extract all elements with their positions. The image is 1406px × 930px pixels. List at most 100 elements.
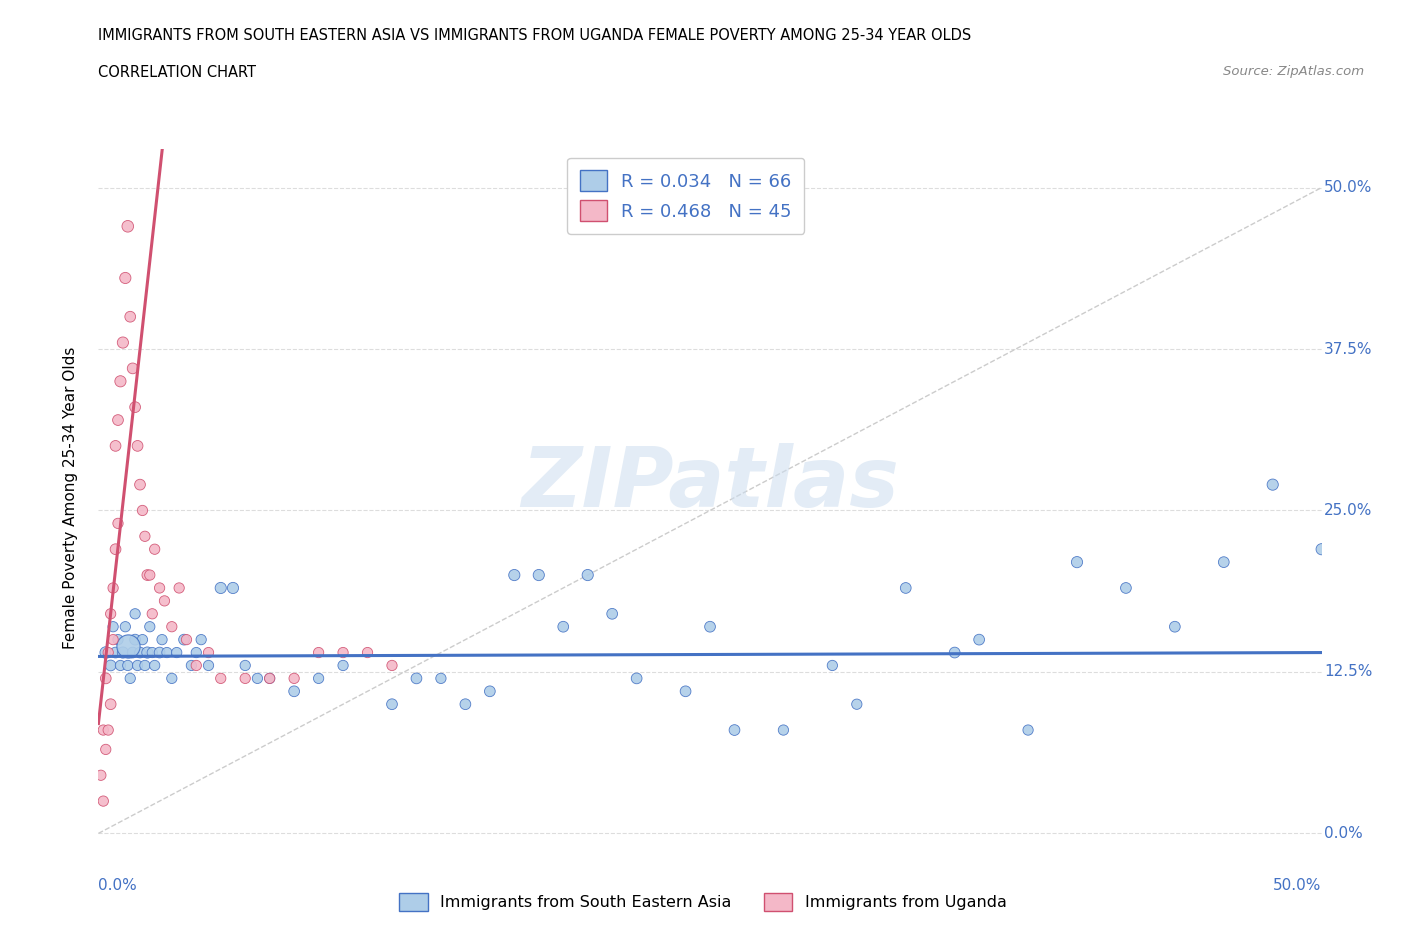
Text: ZIPatlas: ZIPatlas xyxy=(522,443,898,525)
Point xyxy=(117,219,139,233)
Point xyxy=(141,606,163,621)
Point xyxy=(129,645,152,660)
Point xyxy=(104,438,127,453)
Text: 25.0%: 25.0% xyxy=(1324,503,1372,518)
Point xyxy=(156,645,179,660)
Point xyxy=(90,768,112,783)
Text: 50.0%: 50.0% xyxy=(1274,878,1322,893)
Point xyxy=(308,671,330,685)
Point xyxy=(91,793,114,808)
Point xyxy=(117,639,139,654)
Point xyxy=(527,567,550,582)
Point xyxy=(160,619,183,634)
Point xyxy=(141,645,163,660)
Point xyxy=(381,658,404,673)
Point xyxy=(1164,619,1187,634)
Point xyxy=(197,658,219,673)
Point xyxy=(136,645,159,660)
Point xyxy=(259,671,281,685)
Point xyxy=(821,658,844,673)
Point xyxy=(160,671,183,685)
Text: 0.0%: 0.0% xyxy=(98,878,138,893)
Point xyxy=(114,619,136,634)
Point xyxy=(332,658,354,673)
Point xyxy=(110,374,132,389)
Point xyxy=(430,671,453,685)
Point xyxy=(356,645,378,660)
Point xyxy=(332,645,354,660)
Point xyxy=(121,645,143,660)
Point xyxy=(100,697,122,711)
Point xyxy=(91,723,114,737)
Point xyxy=(180,658,202,673)
Point xyxy=(94,645,117,660)
Text: 37.5%: 37.5% xyxy=(1324,341,1372,356)
Point xyxy=(845,697,868,711)
Point xyxy=(190,632,212,647)
Point xyxy=(134,529,156,544)
Point xyxy=(675,684,697,698)
Point xyxy=(94,742,117,757)
Point xyxy=(107,632,129,647)
Point xyxy=(134,658,156,673)
Text: CORRELATION CHART: CORRELATION CHART xyxy=(98,65,256,80)
Point xyxy=(283,684,305,698)
Text: 0.0%: 0.0% xyxy=(1324,826,1362,841)
Point xyxy=(209,580,232,595)
Point xyxy=(967,632,990,647)
Point xyxy=(94,671,117,685)
Point xyxy=(100,658,122,673)
Legend: Immigrants from South Eastern Asia, Immigrants from Uganda: Immigrants from South Eastern Asia, Immi… xyxy=(392,886,1014,917)
Point xyxy=(209,671,232,685)
Point xyxy=(478,684,501,698)
Point xyxy=(772,723,794,737)
Text: 50.0%: 50.0% xyxy=(1324,180,1372,195)
Text: IMMIGRANTS FROM SOUTH EASTERN ASIA VS IMMIGRANTS FROM UGANDA FEMALE POVERTY AMON: IMMIGRANTS FROM SOUTH EASTERN ASIA VS IM… xyxy=(98,28,972,43)
Point xyxy=(100,606,122,621)
Point xyxy=(1212,554,1234,569)
Point xyxy=(127,438,149,453)
Point xyxy=(167,580,190,595)
Point xyxy=(97,723,120,737)
Point xyxy=(246,671,269,685)
Point xyxy=(110,658,132,673)
Point xyxy=(143,542,166,557)
Point xyxy=(149,580,172,595)
Point xyxy=(308,645,330,660)
Point xyxy=(166,645,188,660)
Point xyxy=(104,542,127,557)
Point xyxy=(259,671,281,685)
Point xyxy=(97,645,120,660)
Point xyxy=(186,658,208,673)
Point xyxy=(124,632,146,647)
Point xyxy=(114,271,136,286)
Text: Source: ZipAtlas.com: Source: ZipAtlas.com xyxy=(1223,65,1364,78)
Point xyxy=(127,658,149,673)
Point xyxy=(101,580,124,595)
Point xyxy=(120,671,142,685)
Point xyxy=(626,671,648,685)
Point xyxy=(136,567,159,582)
Point xyxy=(1310,542,1333,557)
Point xyxy=(150,632,173,647)
Point xyxy=(503,567,526,582)
Point xyxy=(111,335,134,350)
Legend: R = 0.034   N = 66, R = 0.468   N = 45: R = 0.034 N = 66, R = 0.468 N = 45 xyxy=(567,158,804,233)
Point xyxy=(283,671,305,685)
Point xyxy=(143,658,166,673)
Point xyxy=(1115,580,1137,595)
Point xyxy=(233,658,256,673)
Point xyxy=(222,580,245,595)
Point xyxy=(153,593,176,608)
Text: 12.5%: 12.5% xyxy=(1324,664,1372,680)
Point xyxy=(233,671,256,685)
Point xyxy=(131,632,153,647)
Point xyxy=(129,477,152,492)
Point xyxy=(101,619,124,634)
Point xyxy=(173,632,195,647)
Point xyxy=(121,361,143,376)
Point xyxy=(454,697,477,711)
Point xyxy=(943,645,966,660)
Point xyxy=(120,310,142,325)
Y-axis label: Female Poverty Among 25-34 Year Olds: Female Poverty Among 25-34 Year Olds xyxy=(63,346,77,649)
